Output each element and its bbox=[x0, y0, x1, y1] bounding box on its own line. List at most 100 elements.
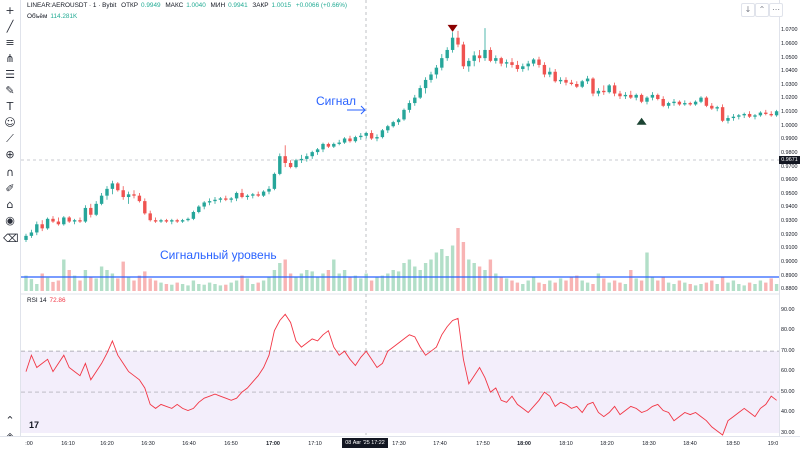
candle-body bbox=[369, 133, 374, 139]
price-tick-label: 0.9000 bbox=[781, 258, 798, 265]
candle-body bbox=[272, 173, 277, 189]
arrow-down-icon[interactable]: ↓ bbox=[741, 3, 755, 17]
more-icon[interactable]: ⋯ bbox=[769, 3, 783, 17]
candle-body bbox=[326, 143, 331, 147]
crosshair-icon[interactable]: + bbox=[5, 4, 15, 17]
volume-bar bbox=[542, 284, 547, 291]
candle-body bbox=[612, 85, 617, 94]
rsi-tick-label: 40.00 bbox=[781, 409, 795, 416]
volume-bar bbox=[450, 245, 455, 291]
candle-body bbox=[391, 122, 395, 127]
candle-body bbox=[634, 94, 638, 98]
volume-bar bbox=[359, 278, 363, 291]
price-tick-label: 1.0100 bbox=[781, 109, 798, 116]
rsi-tick-label: 30.00 bbox=[781, 429, 795, 436]
volume-bar bbox=[51, 281, 55, 291]
volume-bar bbox=[245, 278, 250, 291]
volume-bar bbox=[521, 284, 525, 291]
time-tick-label: 19:0 bbox=[767, 441, 779, 447]
volume-bar bbox=[321, 273, 325, 291]
candle-body bbox=[418, 88, 422, 98]
candle-body bbox=[380, 130, 385, 138]
fib-icon[interactable]: ☰ bbox=[5, 68, 15, 81]
time-tick-label: 18:30 bbox=[642, 441, 656, 447]
candle-body bbox=[224, 198, 228, 200]
candle-body bbox=[197, 206, 201, 213]
volume-bar bbox=[35, 284, 39, 291]
candle-body bbox=[251, 194, 255, 196]
candle-body bbox=[121, 190, 125, 198]
zoom-in-icon[interactable]: ⊕ bbox=[5, 148, 15, 161]
volume-bar bbox=[494, 273, 498, 291]
text-icon[interactable]: T bbox=[6, 100, 14, 113]
collapse-icon[interactable]: ⌃ bbox=[755, 3, 769, 17]
volume-bar bbox=[488, 259, 493, 291]
brush-icon[interactable]: ✎ bbox=[5, 84, 15, 97]
volume-bar bbox=[261, 280, 266, 291]
low-label: МИН bbox=[210, 2, 226, 9]
candle-body bbox=[299, 158, 304, 161]
price-tick-label: 0.9100 bbox=[781, 245, 798, 252]
time-cursor-label: 08 Авг '25 17:22 bbox=[342, 438, 388, 448]
volume-bar bbox=[440, 249, 444, 291]
emoji-icon[interactable]: ☺ bbox=[4, 116, 16, 129]
signal-annotation: Сигнал bbox=[316, 94, 357, 108]
volume-bar bbox=[585, 282, 590, 291]
volume-bar bbox=[715, 284, 719, 291]
candle-body bbox=[720, 107, 725, 121]
trend-line-icon[interactable]: ╱ bbox=[6, 20, 14, 33]
rsi-tick-label: 80.00 bbox=[781, 327, 795, 334]
price-tick-label: 1.0200 bbox=[781, 95, 798, 102]
chart-area[interactable] bbox=[21, 0, 779, 436]
volume-bar bbox=[78, 280, 82, 291]
volume-bar bbox=[288, 273, 293, 291]
candle-body bbox=[310, 152, 314, 157]
trash-icon[interactable]: ⌫ bbox=[3, 232, 19, 245]
candle-body bbox=[353, 137, 358, 142]
eye-icon[interactable]: ◉ bbox=[5, 214, 15, 227]
volume-bar bbox=[575, 275, 579, 291]
candle-body bbox=[386, 126, 390, 131]
magnet-icon[interactable]: ∩ bbox=[5, 166, 15, 179]
volume-bar bbox=[62, 259, 66, 291]
pitchfork-icon[interactable]: ⋔ bbox=[5, 52, 15, 65]
volume-bar bbox=[67, 270, 71, 291]
lock-icon[interactable]: ⌂ bbox=[6, 198, 14, 211]
horizontal-lines-icon[interactable]: ≡ bbox=[5, 36, 15, 49]
price-scale[interactable] bbox=[779, 0, 800, 436]
volume-bar bbox=[305, 270, 309, 291]
volume-bar bbox=[639, 280, 644, 291]
rsi-label[interactable]: RSI 14 bbox=[27, 297, 47, 304]
candle-body bbox=[45, 218, 50, 229]
price-tick-label: 0.8800 bbox=[781, 286, 798, 293]
volume-bar bbox=[704, 282, 709, 291]
volume-bar bbox=[132, 280, 136, 291]
ruler-icon[interactable]: ⟋ bbox=[6, 132, 14, 145]
candle-body bbox=[278, 156, 282, 174]
time-axis[interactable] bbox=[0, 436, 800, 451]
candle-body bbox=[683, 103, 687, 105]
volume-bar bbox=[267, 277, 271, 291]
stay-drawing-icon[interactable]: ✐ bbox=[5, 182, 15, 195]
symbol-title[interactable]: LINEAR:AEROUSDT · 1 · Bybit bbox=[27, 2, 117, 9]
candle-body bbox=[261, 191, 266, 196]
candle-body bbox=[105, 188, 109, 196]
candle-body bbox=[191, 212, 196, 219]
time-tick-label: 17:50 bbox=[476, 441, 490, 447]
volume-label[interactable]: Объём bbox=[27, 13, 48, 20]
volume-bar bbox=[634, 278, 638, 291]
volume-bar bbox=[429, 259, 433, 291]
chevron-up-icon[interactable]: ⌃ bbox=[5, 414, 15, 427]
price-tick-label: 0.9400 bbox=[781, 204, 798, 211]
candle-body bbox=[218, 198, 223, 200]
candle-body bbox=[315, 149, 320, 153]
price-tick-label: 0.9900 bbox=[781, 136, 798, 143]
volume-bar bbox=[299, 273, 304, 291]
candle-body bbox=[72, 220, 77, 222]
tradingview-logo[interactable]: 17 bbox=[29, 420, 40, 430]
volume-bar bbox=[234, 280, 239, 291]
volume-bar bbox=[461, 242, 466, 291]
candle-body bbox=[591, 78, 595, 94]
candle-body bbox=[407, 103, 412, 110]
candle-body bbox=[704, 97, 709, 106]
